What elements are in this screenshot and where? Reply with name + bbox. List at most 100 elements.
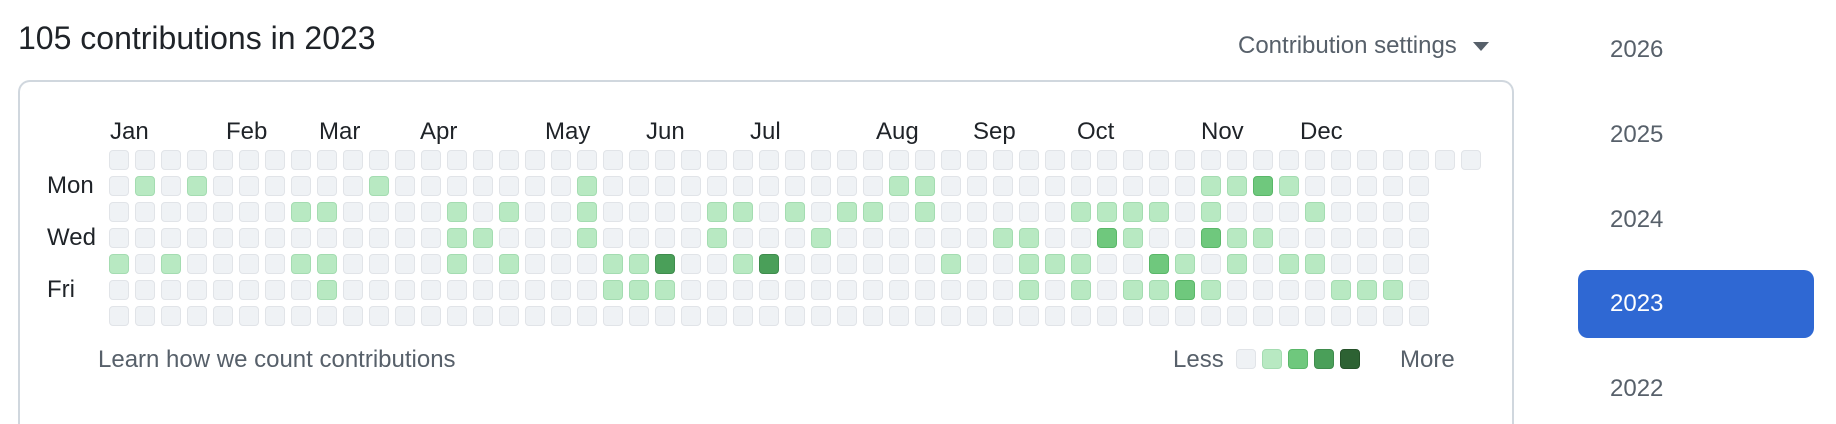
contribution-cell[interactable] [109, 228, 129, 248]
contribution-cell[interactable] [733, 202, 753, 222]
contribution-cell[interactable] [525, 228, 545, 248]
contribution-cell[interactable] [499, 254, 519, 274]
contribution-cell[interactable] [863, 306, 883, 326]
contribution-cell[interactable] [1019, 254, 1039, 274]
contribution-cell[interactable] [785, 150, 805, 170]
contribution-cell[interactable] [317, 228, 337, 248]
year-2024[interactable]: 2024 [1610, 206, 1664, 233]
contribution-cell[interactable] [603, 280, 623, 300]
contribution-cell[interactable] [863, 228, 883, 248]
contribution-cell[interactable] [1331, 150, 1351, 170]
contribution-cell[interactable] [1019, 280, 1039, 300]
contribution-cell[interactable] [1409, 306, 1429, 326]
contribution-cell[interactable] [681, 150, 701, 170]
contribution-cell[interactable] [1357, 254, 1377, 274]
contribution-cell[interactable] [681, 228, 701, 248]
contribution-cell[interactable] [941, 306, 961, 326]
contribution-cell[interactable] [863, 202, 883, 222]
contribution-cell[interactable] [1409, 202, 1429, 222]
contribution-cell[interactable] [889, 150, 909, 170]
contribution-cell[interactable] [1331, 176, 1351, 196]
contribution-cell[interactable] [135, 306, 155, 326]
contribution-cell[interactable] [811, 280, 831, 300]
contribution-cell[interactable] [499, 228, 519, 248]
contribution-cell[interactable] [993, 228, 1013, 248]
contribution-cell[interactable] [915, 280, 935, 300]
contribution-cell[interactable] [525, 254, 545, 274]
contribution-cell[interactable] [1409, 176, 1429, 196]
contribution-cell[interactable] [239, 280, 259, 300]
contribution-cell[interactable] [837, 306, 857, 326]
contribution-cell[interactable] [1071, 306, 1091, 326]
contribution-cell[interactable] [1279, 202, 1299, 222]
contribution-cell[interactable] [473, 254, 493, 274]
contribution-cell[interactable] [187, 306, 207, 326]
contribution-cell[interactable] [1227, 254, 1247, 274]
contribution-cell[interactable] [1253, 202, 1273, 222]
contribution-cell[interactable] [499, 306, 519, 326]
contribution-cell[interactable] [473, 306, 493, 326]
contribution-cell[interactable] [369, 254, 389, 274]
contribution-cell[interactable] [1123, 202, 1143, 222]
contribution-cell[interactable] [161, 176, 181, 196]
contribution-cell[interactable] [863, 150, 883, 170]
contribution-cell[interactable] [1071, 176, 1091, 196]
contribution-cell[interactable] [317, 306, 337, 326]
contribution-cell[interactable] [915, 254, 935, 274]
contribution-cell[interactable] [1357, 202, 1377, 222]
contribution-cell[interactable] [499, 280, 519, 300]
contribution-cell[interactable] [1071, 202, 1091, 222]
contribution-cell[interactable] [655, 306, 675, 326]
contribution-cell[interactable] [785, 280, 805, 300]
contribution-cell[interactable] [759, 280, 779, 300]
contribution-cell[interactable] [1149, 254, 1169, 274]
contribution-cell[interactable] [629, 280, 649, 300]
contribution-cell[interactable] [473, 150, 493, 170]
contribution-cell[interactable] [733, 150, 753, 170]
contribution-cell[interactable] [993, 202, 1013, 222]
contribution-cell[interactable] [1383, 228, 1403, 248]
contribution-cell[interactable] [317, 254, 337, 274]
contribution-cell[interactable] [785, 254, 805, 274]
contribution-cell[interactable] [1123, 280, 1143, 300]
contribution-cell[interactable] [707, 254, 727, 274]
contribution-cell[interactable] [681, 254, 701, 274]
contribution-cell[interactable] [629, 228, 649, 248]
contribution-cell[interactable] [915, 176, 935, 196]
contribution-cell[interactable] [161, 280, 181, 300]
contribution-cell[interactable] [1383, 306, 1403, 326]
contribution-cell[interactable] [1357, 306, 1377, 326]
contribution-cell[interactable] [1331, 202, 1351, 222]
contribution-cell[interactable] [421, 306, 441, 326]
contribution-cell[interactable] [1019, 228, 1039, 248]
contribution-cell[interactable] [837, 254, 857, 274]
contribution-cell[interactable] [473, 280, 493, 300]
contribution-cell[interactable] [837, 202, 857, 222]
contribution-cell[interactable] [759, 306, 779, 326]
contribution-cell[interactable] [1227, 202, 1247, 222]
contribution-cell[interactable] [135, 228, 155, 248]
contribution-cell[interactable] [421, 150, 441, 170]
contribution-cell[interactable] [551, 254, 571, 274]
contribution-cell[interactable] [837, 280, 857, 300]
contribution-cell[interactable] [863, 254, 883, 274]
contribution-cell[interactable] [291, 202, 311, 222]
contribution-cell[interactable] [1019, 306, 1039, 326]
contribution-cell[interactable] [1097, 306, 1117, 326]
contribution-cell[interactable] [1279, 254, 1299, 274]
contribution-cell[interactable] [447, 150, 467, 170]
contribution-cell[interactable] [109, 306, 129, 326]
contribution-cell[interactable] [369, 202, 389, 222]
contribution-cell[interactable] [1305, 150, 1325, 170]
contribution-cell[interactable] [239, 150, 259, 170]
contribution-cell[interactable] [811, 228, 831, 248]
contribution-cell[interactable] [655, 228, 675, 248]
contribution-cell[interactable] [629, 176, 649, 196]
contribution-cell[interactable] [915, 306, 935, 326]
contribution-cell[interactable] [1149, 150, 1169, 170]
contribution-cell[interactable] [577, 254, 597, 274]
contribution-cell[interactable] [1279, 280, 1299, 300]
contribution-cell[interactable] [1097, 228, 1117, 248]
contribution-cell[interactable] [1383, 202, 1403, 222]
contribution-cell[interactable] [941, 202, 961, 222]
